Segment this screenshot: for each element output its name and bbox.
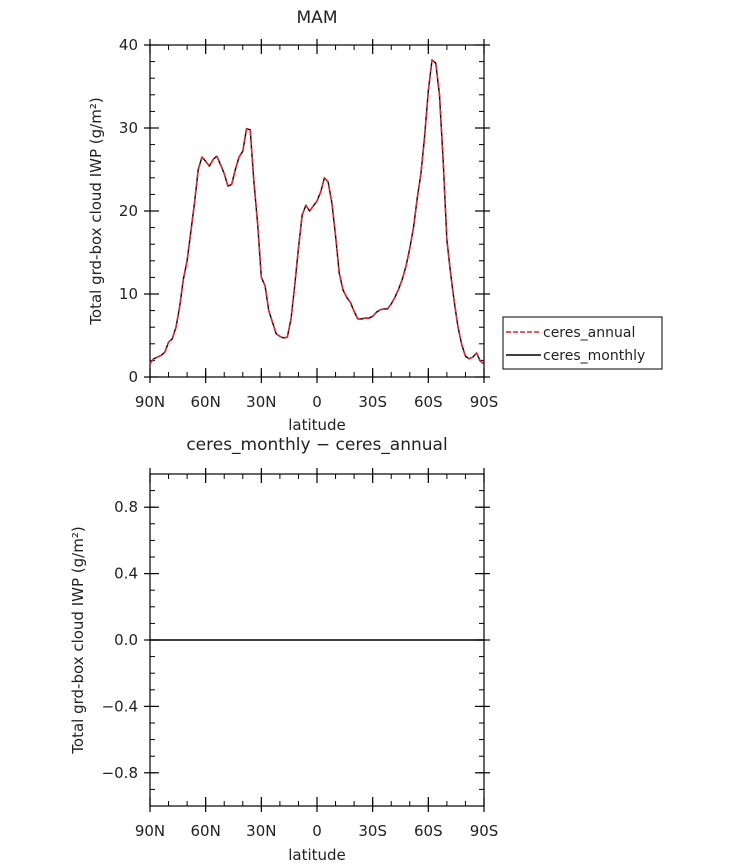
x-tick-label: 90S <box>470 822 499 840</box>
y-axis-label: Total grd-box cloud IWP (g/m²) <box>87 97 105 325</box>
x-tick-label: 30N <box>246 393 276 411</box>
x-tick-label: 30S <box>358 393 387 411</box>
y-tick-label: 0.8 <box>114 498 138 516</box>
x-axis-label: latitude <box>288 416 346 434</box>
x-tick-label: 0 <box>312 822 322 840</box>
legend-box <box>502 316 663 370</box>
x-tick-label: 30N <box>246 822 276 840</box>
y-tick-label: 40 <box>119 36 138 54</box>
y-axis-label: Total grd-box cloud IWP (g/m²) <box>69 526 87 754</box>
y-tick-label: 0.0 <box>114 631 138 649</box>
legend-label: ceres_annual <box>543 325 635 341</box>
x-tick-label: 0 <box>312 393 322 411</box>
y-tick-label: −0.4 <box>102 697 138 715</box>
x-tick-label: 60N <box>191 393 221 411</box>
y-tick-label: −0.8 <box>102 764 138 782</box>
series-line-ceres-annual <box>149 59 485 365</box>
x-tick-label: 90S <box>470 393 499 411</box>
x-tick-label: 90N <box>135 822 165 840</box>
x-tick-label: 90N <box>135 393 165 411</box>
legend-label: ceres_monthly <box>543 348 645 364</box>
y-tick-label: 0 <box>128 368 138 386</box>
panel-1: 90N 60N 30N 0 30S 60S 90S 0 10 20 30 40 MAM latitude T… <box>87 8 663 434</box>
y-tick-label: 20 <box>119 202 138 220</box>
x-tick-label: 60S <box>414 822 443 840</box>
x-tick-label: 60S <box>414 393 443 411</box>
x-tick-label: 60N <box>191 822 221 840</box>
plot-frame <box>149 44 485 378</box>
chart-title: MAM <box>297 8 338 28</box>
legend: ceres_annual ceres_monthly <box>502 316 663 370</box>
y-tick-label: 0.4 <box>114 565 138 583</box>
x-axis-label: latitude <box>288 846 346 864</box>
y-tick-label: 10 <box>119 285 138 303</box>
x-tick-label: 30S <box>358 822 387 840</box>
chart-title: ceres_monthly − ceres_annual <box>186 435 447 455</box>
series-line-ceres-monthly <box>149 59 485 365</box>
y-tick-label: 30 <box>119 119 138 137</box>
panel-2: 90N 60N 30N 0 30S 60S 90S −0.8 −0.4 0.0 0.4 0.8 cere… <box>69 435 498 864</box>
